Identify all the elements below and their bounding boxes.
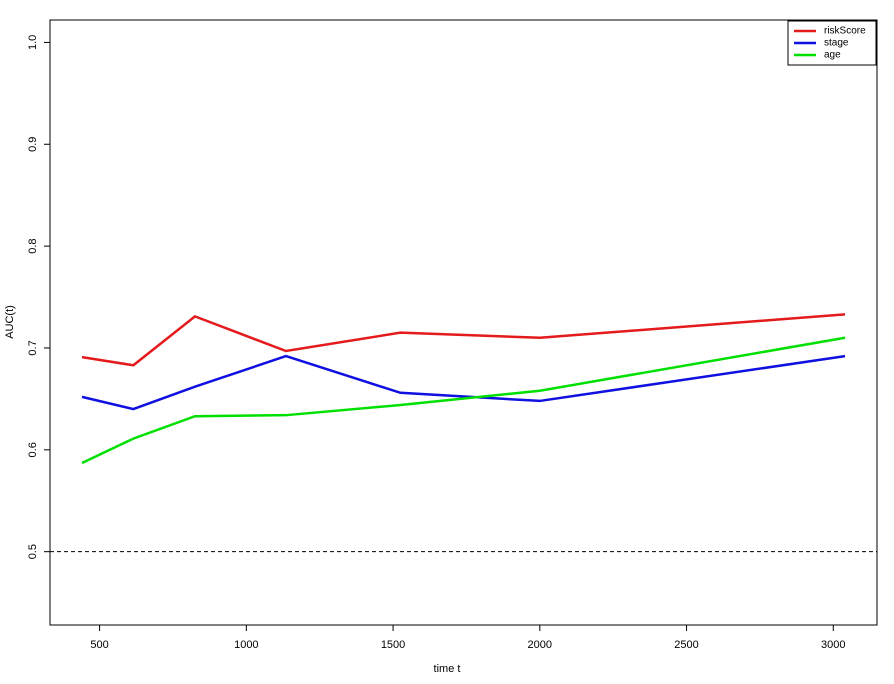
series-line	[81, 313, 846, 367]
y-tick-label: 0.9	[27, 137, 39, 152]
legend-label: stage	[824, 38, 849, 49]
x-tick-label: 3000	[821, 639, 845, 651]
legend-label: riskScore	[824, 26, 866, 37]
x-axis-label: time t	[434, 663, 461, 675]
x-tick-label: 500	[90, 639, 108, 651]
y-tick-label: 0.6	[27, 442, 39, 457]
y-axis-label: AUC(t)	[4, 305, 16, 339]
series-line	[81, 354, 846, 411]
y-tick-label: 0.7	[27, 340, 39, 355]
x-tick-label: 1500	[381, 639, 405, 651]
x-tick-label: 2000	[528, 639, 552, 651]
series-line	[81, 336, 846, 465]
x-tick-label: 1000	[234, 639, 258, 651]
x-tick-label: 2500	[674, 639, 698, 651]
plot-frame	[49, 19, 878, 626]
legend-label: age	[824, 50, 841, 61]
y-tick-label: 0.8	[27, 238, 39, 253]
y-tick-label: 1.0	[27, 35, 39, 50]
y-tick-label: 0.5	[27, 544, 39, 559]
